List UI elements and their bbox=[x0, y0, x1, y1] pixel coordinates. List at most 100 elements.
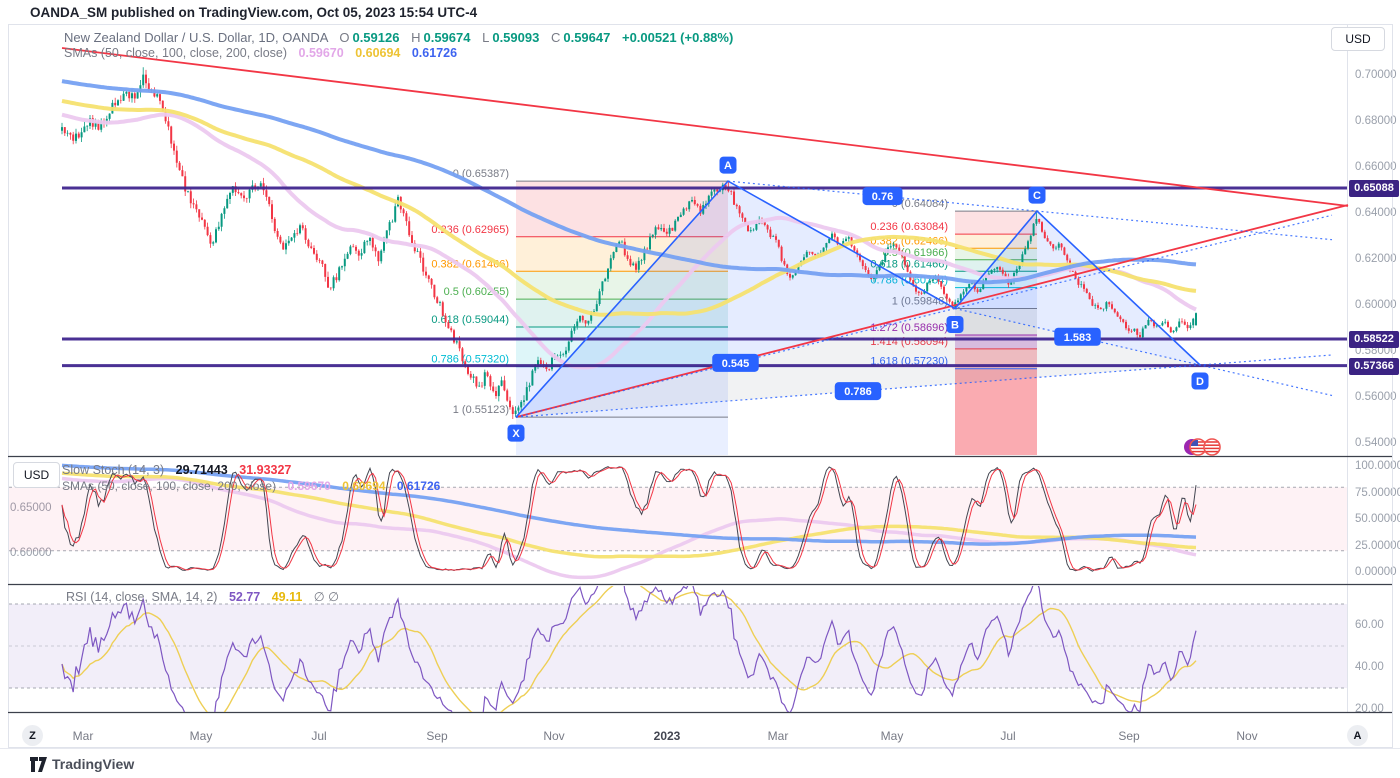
rsi-value: 52.77 bbox=[228, 590, 261, 604]
sma-line-pane2 bbox=[61, 463, 1197, 546]
rsi-tick: 40.00 bbox=[1355, 661, 1384, 673]
trendline-ascending bbox=[515, 204, 1349, 419]
rsi-tick: 60.00 bbox=[1355, 619, 1384, 631]
price-tick: 0.68000 bbox=[1355, 115, 1397, 127]
widget-frame bbox=[8, 24, 1393, 748]
stoch-tick: 25.00000 bbox=[1355, 539, 1400, 552]
time-tick: Sep bbox=[426, 729, 448, 743]
stoch-d-value: 31.93327 bbox=[239, 463, 292, 477]
currency-button-top[interactable]: USD bbox=[1331, 27, 1385, 51]
svg-text:0.76: 0.76 bbox=[872, 191, 893, 203]
svg-text:C: C bbox=[1033, 190, 1041, 202]
autoscale-button[interactable]: A bbox=[1347, 725, 1368, 746]
fib-level-label: 0.618 (0.59044) bbox=[431, 314, 509, 326]
price-level-badge: 0.58522 bbox=[1349, 330, 1399, 348]
time-tick: May bbox=[189, 729, 213, 743]
timezone-button[interactable]: Z bbox=[22, 725, 43, 746]
sma100-value-pane2: 0.60694 bbox=[342, 479, 386, 493]
sma-line bbox=[61, 79, 1197, 285]
stoch-tick: 100.00000 bbox=[1355, 460, 1400, 472]
time-tick: Mar bbox=[767, 729, 789, 743]
close-value: 0.59647 bbox=[563, 30, 611, 45]
svg-text:0.786: 0.786 bbox=[844, 386, 872, 398]
svg-text:1.583: 1.583 bbox=[1064, 332, 1092, 344]
stoch-legend[interactable]: Slow Stoch (14, 3) 29.71443 31.93327 bbox=[62, 463, 291, 477]
sma50-value: 0.59670 bbox=[298, 46, 344, 60]
ratio-badge bbox=[712, 353, 759, 372]
sma-legend[interactable]: SMAs (50, close, 100, close, 200, close)… bbox=[64, 46, 457, 60]
stoch-tick: 0.00000 bbox=[1355, 566, 1397, 578]
symbol-title: New Zealand Dollar / U.S. Dollar, 1D, OA… bbox=[64, 30, 328, 45]
time-tick: Jul bbox=[1000, 729, 1016, 743]
rsi-empty-values: ∅ ∅ bbox=[313, 590, 340, 604]
stoch-pane bbox=[9, 463, 1347, 580]
price-level-badge: 0.57366 bbox=[1349, 357, 1399, 375]
svg-text:A: A bbox=[724, 160, 732, 172]
price-tick: 0.60000 bbox=[1355, 299, 1397, 311]
close-label: C bbox=[550, 30, 561, 45]
rsi-legend[interactable]: RSI (14, close, SMA, 14, 2) 52.77 49.11 … bbox=[66, 589, 339, 604]
open-value: 0.59126 bbox=[352, 30, 400, 45]
pattern-point-badge bbox=[1191, 372, 1209, 390]
stoch-tick: 50.00000 bbox=[1355, 513, 1400, 525]
fib-level-label: 0.236 (0.63084) bbox=[870, 221, 948, 233]
price-level-badge: 0.65088 bbox=[1349, 179, 1399, 197]
sma-line bbox=[61, 98, 1197, 317]
price-tick: 0.66000 bbox=[1355, 161, 1397, 173]
rsi-pane bbox=[9, 586, 1347, 712]
time-tick: Mar bbox=[72, 729, 94, 743]
left-price-tick: 0.65000 bbox=[10, 502, 52, 514]
rsi-line bbox=[61, 586, 1197, 712]
sma-legend-pane2[interactable]: SMAs (50, close, 100, close, 200, close)… bbox=[62, 479, 440, 493]
sma-line-pane2 bbox=[61, 471, 1197, 559]
svg-text:X: X bbox=[512, 428, 520, 440]
stoch-k-value: 29.71443 bbox=[175, 463, 228, 477]
high-label: H bbox=[411, 30, 421, 45]
stoch-tick: 75.00000 bbox=[1355, 486, 1400, 499]
main-pane: 0 (0.65387)0.236 (0.62965)0.382 (0.61466… bbox=[61, 67, 1200, 455]
price-tick: 0.70000 bbox=[1355, 69, 1397, 81]
ratio-badge bbox=[862, 187, 903, 206]
sma200-value-pane2: 0.61726 bbox=[396, 479, 441, 493]
fib-level-label: 1.272 (0.58696) bbox=[870, 322, 948, 334]
currency-button-pane[interactable]: USD bbox=[13, 462, 60, 488]
time-tick: Jul bbox=[311, 729, 327, 743]
svg-text:D: D bbox=[1196, 376, 1204, 388]
tradingview-logo-icon[interactable] bbox=[30, 757, 47, 777]
rsi-label: RSI (14, close, SMA, 14, 2) bbox=[66, 590, 218, 604]
price-tick: 0.62000 bbox=[1355, 253, 1397, 265]
rsi-ma-line bbox=[61, 586, 1197, 712]
chart-canvas[interactable]: 0 (0.65387)0.236 (0.62965)0.382 (0.61466… bbox=[0, 0, 1400, 750]
left-price-tick: 0.60000 bbox=[10, 547, 52, 559]
sma-label: SMAs (50, close, 100, close, 200, close) bbox=[64, 46, 288, 60]
symbol-legend[interactable]: New Zealand Dollar / U.S. Dollar, 1D, OA… bbox=[64, 30, 733, 45]
fib-level-label: 0 (0.65387) bbox=[453, 168, 509, 180]
tradingview-brand-text[interactable]: TradingView bbox=[52, 756, 135, 772]
pattern-point-badge bbox=[719, 156, 737, 174]
high-value: 0.59674 bbox=[423, 30, 471, 45]
footer-bar: TradingView bbox=[0, 752, 1400, 778]
fib-level-label: 1 (0.55123) bbox=[453, 404, 509, 416]
stoch-d-line bbox=[61, 466, 1197, 571]
stoch-k-line bbox=[61, 466, 1197, 572]
ratio-badge bbox=[1054, 327, 1101, 346]
pattern-fill-bcd bbox=[955, 211, 1200, 366]
low-label: L bbox=[482, 30, 490, 45]
pattern-point-badge bbox=[507, 424, 525, 442]
sma-label-pane2: SMAs (50, close, 100, close, 200, close) bbox=[62, 479, 277, 493]
time-tick: Nov bbox=[1236, 729, 1258, 743]
svg-text:0.545: 0.545 bbox=[722, 358, 750, 370]
ratio-badge bbox=[834, 382, 882, 401]
price-tick: 0.64000 bbox=[1355, 207, 1397, 219]
svg-text:B: B bbox=[951, 319, 959, 331]
us-flag-event-icons bbox=[1184, 438, 1221, 456]
xabcd-pattern: 0.545 0.76 1.583 0.786 X A B C D bbox=[507, 156, 1333, 442]
time-tick: Sep bbox=[1118, 729, 1140, 743]
pattern-fill-xbd bbox=[516, 308, 1200, 418]
fib-level-label: 0.5 (0.61966) bbox=[883, 247, 948, 259]
price-tick: 0.54000 bbox=[1355, 437, 1397, 449]
pattern-point-badge bbox=[1028, 186, 1046, 204]
price-tick: 0.58000 bbox=[1355, 345, 1397, 357]
time-tick: May bbox=[880, 729, 904, 743]
